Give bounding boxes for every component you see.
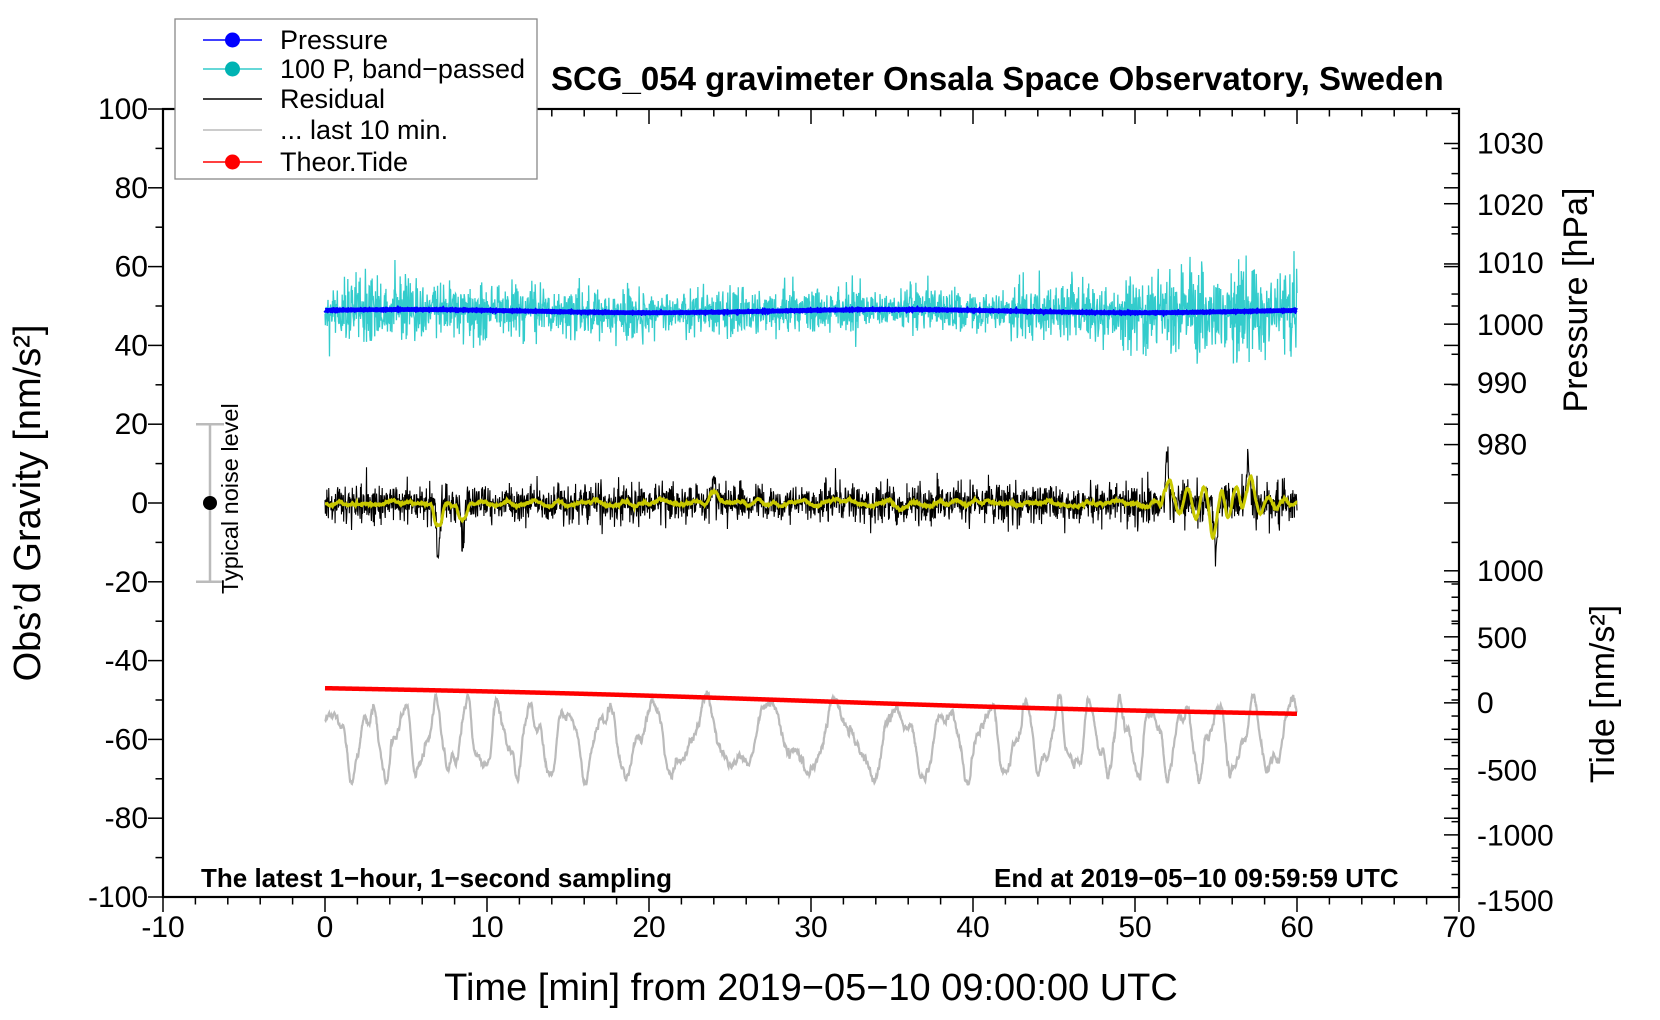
svg-text:-100: -100 bbox=[88, 881, 148, 914]
svg-text:-1500: -1500 bbox=[1477, 885, 1554, 918]
svg-text:50: 50 bbox=[1118, 911, 1151, 944]
svg-text:Time [min] from 2019−05−10 09:: Time [min] from 2019−05−10 09:00:00 UTC bbox=[444, 967, 1178, 1009]
svg-text:Residual: Residual bbox=[280, 84, 385, 114]
svg-text:-10: -10 bbox=[141, 911, 184, 944]
svg-text:990: 990 bbox=[1477, 367, 1527, 400]
svg-text:Theor.Tide: Theor.Tide bbox=[280, 147, 408, 177]
svg-text:1020: 1020 bbox=[1477, 189, 1544, 222]
svg-text:Pressure [hPa]: Pressure [hPa] bbox=[1557, 188, 1595, 413]
svg-text:End at 2019−05−10 09:59:59 UTC: End at 2019−05−10 09:59:59 UTC bbox=[994, 863, 1399, 893]
svg-text:0: 0 bbox=[131, 487, 148, 520]
svg-text:100 P, band−passed: 100 P, band−passed bbox=[280, 54, 525, 84]
svg-text:20: 20 bbox=[632, 911, 665, 944]
svg-text:-500: -500 bbox=[1477, 754, 1537, 787]
svg-text:0: 0 bbox=[317, 911, 334, 944]
svg-text:80: 80 bbox=[115, 172, 148, 205]
svg-text:40: 40 bbox=[115, 329, 148, 362]
svg-text:Obs’d Gravity [nm/s²]: Obs’d Gravity [nm/s²] bbox=[7, 325, 49, 682]
svg-text:-60: -60 bbox=[105, 723, 148, 756]
svg-text:70: 70 bbox=[1442, 911, 1475, 944]
svg-text:60: 60 bbox=[115, 251, 148, 284]
svg-text:1000: 1000 bbox=[1477, 555, 1544, 588]
svg-text:1010: 1010 bbox=[1477, 247, 1544, 280]
svg-text:40: 40 bbox=[956, 911, 989, 944]
svg-text:980: 980 bbox=[1477, 429, 1527, 462]
svg-text:1030: 1030 bbox=[1477, 128, 1544, 161]
svg-text:-80: -80 bbox=[105, 802, 148, 835]
svg-text:-20: -20 bbox=[105, 566, 148, 599]
svg-text:60: 60 bbox=[1280, 911, 1313, 944]
svg-text:10: 10 bbox=[470, 911, 503, 944]
svg-text:0: 0 bbox=[1477, 687, 1494, 720]
svg-text:-1000: -1000 bbox=[1477, 820, 1554, 853]
svg-text:20: 20 bbox=[115, 408, 148, 441]
svg-text:... last 10 min.: ... last 10 min. bbox=[280, 115, 448, 145]
svg-text:30: 30 bbox=[794, 911, 827, 944]
svg-text:Typical noise level: Typical noise level bbox=[217, 403, 243, 594]
svg-text:100: 100 bbox=[98, 93, 148, 126]
svg-text:The latest 1−hour, 1−second sa: The latest 1−hour, 1−second sampling bbox=[201, 863, 672, 893]
svg-text:500: 500 bbox=[1477, 622, 1527, 655]
svg-text:SCG_054 gravimeter Onsala Spac: SCG_054 gravimeter Onsala Space Observat… bbox=[551, 60, 1444, 97]
svg-text:Tide [nm/s²]: Tide [nm/s²] bbox=[1584, 605, 1622, 783]
svg-text:1000: 1000 bbox=[1477, 309, 1544, 342]
svg-text:-40: -40 bbox=[105, 645, 148, 678]
svg-text:Pressure: Pressure bbox=[280, 25, 388, 55]
